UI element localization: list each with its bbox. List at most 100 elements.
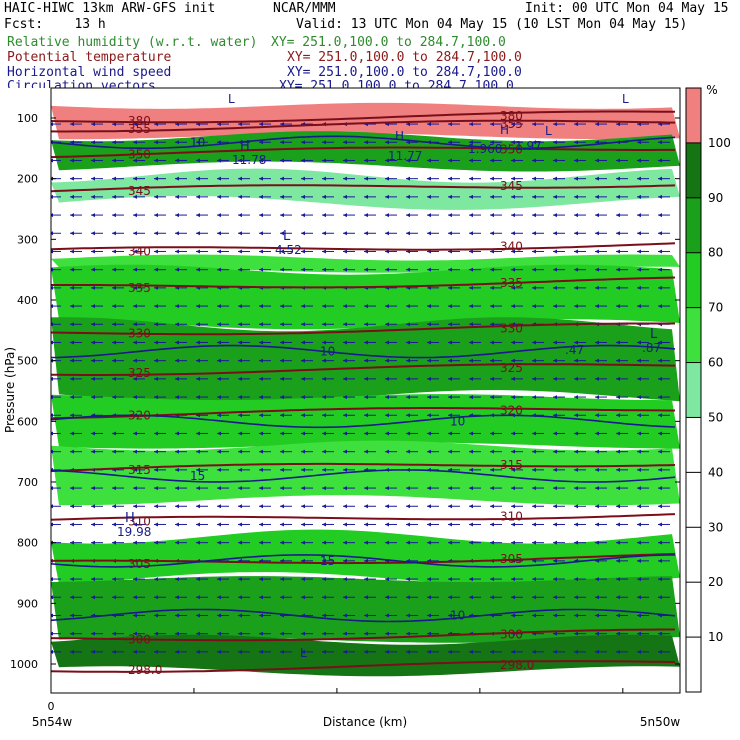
vector-arrowhead [343,613,347,618]
vector-arrowhead [574,285,578,290]
field-marker: H [395,129,404,143]
colorbar-tick-label: 40 [708,465,723,479]
vector-arrowhead [616,213,620,218]
field-wind-xy: XY= 251.0,100.0 to 284.7,100.0 [287,65,522,80]
vector-arrowhead [553,522,557,527]
vector-arrowhead [301,486,305,491]
vector-arrowhead [490,304,494,309]
vector-arrowhead [574,577,578,582]
vector-arrowhead [280,504,284,509]
vector-arrowhead [301,540,305,545]
vector-arrowhead [469,467,473,472]
vector-arrowhead [595,158,599,163]
vector-arrowhead [175,631,179,636]
vector-arrowhead [70,304,74,309]
vector-arrowhead [385,486,389,491]
vector-arrowhead [406,577,410,582]
vector-arrowhead [427,304,431,309]
vector-arrowhead [154,358,158,363]
vector-arrowhead [406,122,410,127]
vector-arrowhead [574,249,578,254]
vector-arrowhead [112,213,116,218]
vector-arrowhead [595,431,599,436]
vector-arrowhead [406,267,410,272]
vector-arrowhead [175,613,179,618]
vector-arrowhead [154,649,158,654]
vector-arrowhead [427,431,431,436]
vector-arrowhead [91,322,95,327]
vector-arrowhead [238,231,242,236]
vector-arrowhead [490,486,494,491]
vector-arrowhead [658,249,662,254]
vector-arrowhead [196,395,200,400]
vector-arrowhead [658,467,662,472]
vector-arrowhead [70,595,74,600]
vector-arrowhead [406,522,410,527]
vector-arrowhead [574,267,578,272]
vector-arrowhead [511,176,515,181]
vector-arrowhead [280,467,284,472]
vector-arrowhead [595,249,599,254]
field-marker: L [300,646,307,660]
vector-arrowhead [658,522,662,527]
vector-arrowhead [469,449,473,454]
vector-arrowhead [217,158,221,163]
vector-arrowhead [175,431,179,436]
vector-arrowhead [658,213,662,218]
theta-contour [51,462,676,473]
vector-arrowhead [427,395,431,400]
vector-arrowhead [616,486,620,491]
vector-arrowhead [175,340,179,345]
vector-arrowhead [658,577,662,582]
vector-arrowhead [217,322,221,327]
vector-arrowhead [322,540,326,545]
vector-arrowhead [637,504,641,509]
vector-arrowhead [448,649,452,654]
vector-arrowhead [595,340,599,345]
vector-arrowhead [70,577,74,582]
vector-arrowhead [154,376,158,381]
theta-label: 298.0 [500,658,534,672]
vector-arrowhead [658,358,662,363]
vector-arrowhead [238,649,242,654]
vector-arrowhead [385,158,389,163]
vector-arrowhead [364,140,368,145]
extremum-value: 11.77 [388,149,422,163]
vector-arrowhead [616,231,620,236]
vector-arrowhead [91,213,95,218]
vector-arrowhead [511,449,515,454]
vector-arrowhead [133,231,137,236]
vector-arrowhead [574,595,578,600]
vector-arrowhead [322,249,326,254]
vector-arrowhead [595,267,599,272]
vector-arrowhead [469,213,473,218]
vector-arrowhead [616,504,620,509]
vector-arrowhead [448,322,452,327]
vector-arrowhead [343,322,347,327]
vector-arrowhead [301,304,305,309]
vector-arrowhead [238,358,242,363]
wind-speed-label: 10 [450,608,465,622]
vector-arrowhead [616,522,620,527]
theta-label: 315 [128,463,151,477]
vector-arrowhead [448,358,452,363]
vector-arrowhead [385,595,389,600]
vector-arrowhead [154,285,158,290]
vector-arrowhead [532,176,536,181]
vector-arrowhead [406,649,410,654]
vector-arrowhead [259,358,263,363]
vector-arrowhead [196,577,200,582]
wind-speed-contour [51,414,676,429]
vector-arrowhead [301,431,305,436]
vector-arrowhead [217,540,221,545]
vector-arrowhead [637,285,641,290]
vector-arrowhead [70,631,74,636]
theta-label: 355 [128,122,151,136]
vector-arrowhead [511,158,515,163]
vector-arrowhead [91,540,95,545]
vector-arrowhead [70,231,74,236]
vector-arrowhead [511,304,515,309]
vector-arrowhead [175,522,179,527]
field-marker: L [622,92,629,106]
vector-arrowhead [301,340,305,345]
